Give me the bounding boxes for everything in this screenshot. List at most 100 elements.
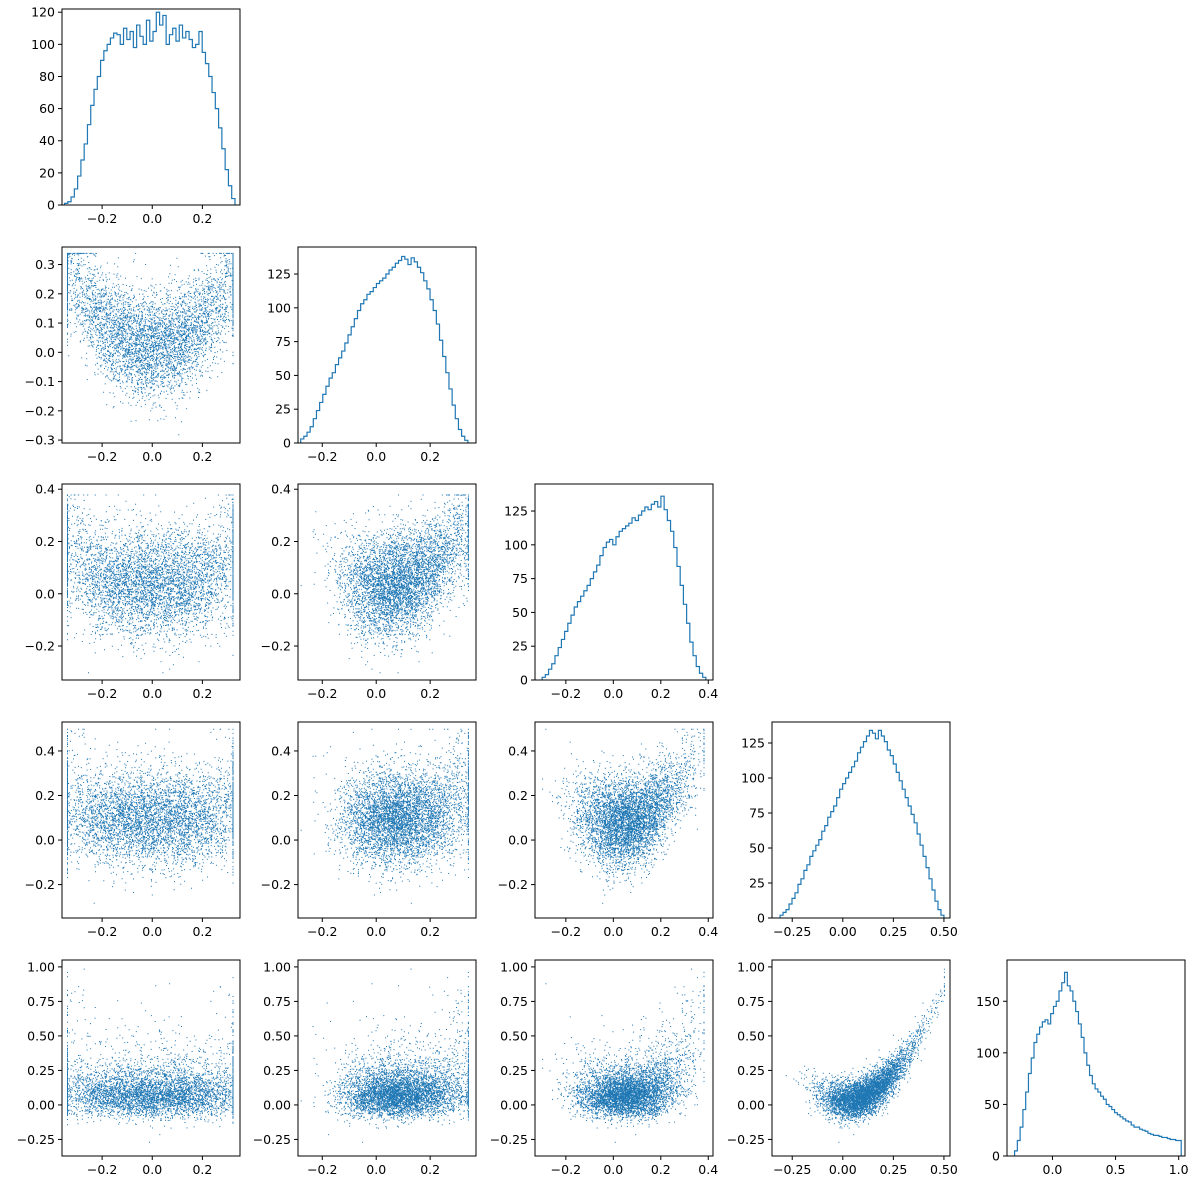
panel-3-2: −0.2 0.0 0.2 0.4 −0.2 0.0 0.2 0.4 (498, 721, 718, 939)
x-tick-label: 0.0 (142, 1162, 162, 1177)
scatter-points (67, 494, 234, 674)
x-tick-label: 0.0 (142, 211, 162, 226)
x-tick-label: 0.50 (930, 924, 958, 939)
y-tick-label: 40 (39, 133, 55, 148)
x-tick-label: −0.2 (307, 449, 337, 464)
x-tick-label: 0.2 (651, 924, 671, 939)
x-tick-label: 0.00 (829, 924, 857, 939)
x-tick-label: 0.4 (698, 924, 718, 939)
y-tick-label: 120 (31, 5, 55, 20)
y-tick-label: −0.2 (261, 877, 291, 892)
y-tick-label: 0.1 (35, 316, 55, 331)
axes-frame (61, 8, 241, 206)
y-tick-label: −0.2 (261, 639, 291, 654)
x-tick-label: 0.0 (603, 1162, 623, 1177)
y-tick-label: 50 (984, 1097, 1000, 1112)
scatter-points (300, 968, 469, 1143)
y-tick-label: 0.25 (27, 1063, 55, 1078)
histogram-step-line (1013, 971, 1182, 1156)
y-tick-label: 0.50 (500, 1028, 528, 1043)
x-tick-label: −0.2 (87, 924, 117, 939)
x-tick-label: 0.0 (142, 449, 162, 464)
y-tick-label: 75 (512, 571, 528, 586)
y-tick-label: 20 (39, 165, 55, 180)
x-tick-label: −0.2 (307, 1162, 337, 1177)
axes-frame (61, 959, 241, 1157)
y-tick-label: 0 (283, 436, 291, 451)
y-tick-label: 0.00 (500, 1097, 528, 1112)
x-tick-label: −0.2 (307, 686, 337, 701)
panel-2-1: −0.2 0.0 0.2 −0.2 0.0 0.2 0.4 (261, 482, 477, 701)
axes-frame (1006, 959, 1186, 1157)
y-tick-label: 50 (749, 841, 765, 856)
y-tick-label: 0 (47, 198, 55, 213)
y-tick-label: 100 (741, 771, 765, 786)
y-tick-label: 0.50 (737, 1028, 765, 1043)
x-tick-label: 0.2 (420, 1162, 440, 1177)
panel-1-1: −0.2 0.0 0.2 0 25 50 75 100 125 (267, 246, 477, 464)
x-tick-label: 0.0 (366, 686, 386, 701)
axes-frame (771, 721, 951, 919)
x-tick-label: 0.25 (879, 924, 907, 939)
y-tick-label: 0.75 (500, 994, 528, 1009)
y-tick-label: −0.2 (25, 403, 55, 418)
y-tick-label: 150 (976, 994, 1000, 1009)
y-tick-label: 75 (749, 806, 765, 821)
x-tick-label: 0.5 (1106, 1162, 1126, 1177)
x-tick-label: 0.0 (142, 924, 162, 939)
y-tick-label: 0.2 (35, 788, 55, 803)
y-tick-label: 0 (757, 911, 765, 926)
x-tick-label: 0.2 (192, 686, 212, 701)
x-tick-label: 0.50 (930, 1162, 958, 1177)
x-tick-label: −0.2 (87, 1162, 117, 1177)
y-tick-label: 0.2 (35, 286, 55, 301)
scatter-points (785, 968, 945, 1143)
y-tick-label: 100 (504, 537, 528, 552)
axes-frame (61, 246, 241, 444)
axes-frame (61, 721, 241, 919)
y-tick-label: 75 (275, 334, 291, 349)
x-tick-label: 0.2 (192, 211, 212, 226)
y-tick-label: 1.00 (737, 959, 765, 974)
x-tick-label: −0.2 (551, 924, 581, 939)
y-tick-label: 0.50 (263, 1028, 291, 1043)
x-tick-label: −0.25 (773, 1162, 811, 1177)
axes-frame (297, 246, 477, 444)
panel-4-2: −0.2 0.0 0.2 0.4 −0.25 0.00 0.25 0.50 0.75 1.00 (490, 959, 719, 1177)
y-tick-label: 0.4 (271, 482, 291, 497)
axes-frame (297, 483, 477, 681)
y-tick-label: 0.00 (263, 1097, 291, 1112)
y-tick-label: 0.00 (737, 1097, 765, 1112)
y-tick-label: 0.0 (271, 586, 291, 601)
y-tick-label: 0.2 (35, 534, 55, 549)
axes-frame (297, 721, 477, 919)
axes-frame (771, 959, 951, 1157)
scatter-points (67, 968, 234, 1143)
axes-frame (297, 959, 477, 1157)
x-tick-label: 0.00 (829, 1162, 857, 1177)
x-tick-label: 0.2 (420, 924, 440, 939)
panel-3-1: −0.2 0.0 0.2 −0.2 0.0 0.2 0.4 (261, 721, 477, 939)
x-tick-label: 0.0 (603, 924, 623, 939)
y-tick-label: 0.0 (508, 833, 528, 848)
scatter-points (300, 494, 469, 674)
x-tick-label: 0.0 (366, 1162, 386, 1177)
x-tick-label: 0.0 (603, 686, 623, 701)
x-tick-label: 0.0 (366, 924, 386, 939)
x-tick-label: −0.2 (307, 924, 337, 939)
panel-2-0: −0.2 0.0 0.2 −0.2 0.0 0.2 0.4 (25, 482, 241, 701)
y-tick-label: −0.2 (25, 877, 55, 892)
histogram-step-line (300, 255, 469, 443)
y-tick-label: −0.25 (253, 1132, 291, 1147)
axes-frame (534, 483, 714, 681)
x-tick-label: −0.2 (87, 449, 117, 464)
y-tick-label: 25 (512, 639, 528, 654)
panel-4-4: 0.0 0.5 1.0 0 50 100 150 (976, 959, 1189, 1177)
y-tick-label: 25 (275, 402, 291, 417)
x-tick-label: 0.2 (651, 1162, 671, 1177)
axes-frame (534, 959, 714, 1157)
y-tick-label: −0.25 (490, 1132, 528, 1147)
y-tick-label: −0.2 (498, 877, 528, 892)
y-tick-label: 100 (267, 300, 291, 315)
x-tick-label: −0.2 (551, 1162, 581, 1177)
